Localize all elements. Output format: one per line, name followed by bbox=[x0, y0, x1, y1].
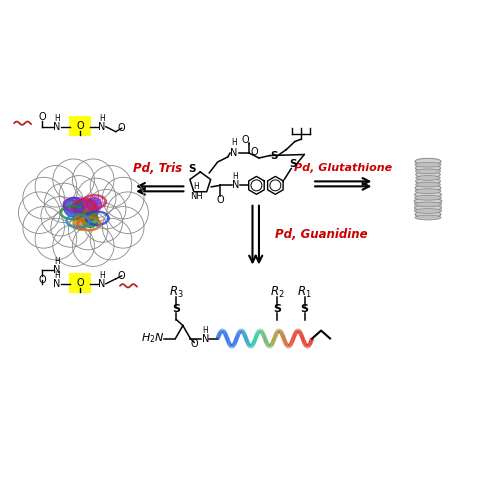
FancyBboxPatch shape bbox=[416, 168, 440, 172]
FancyBboxPatch shape bbox=[415, 214, 441, 218]
Ellipse shape bbox=[414, 208, 442, 214]
Text: NH: NH bbox=[190, 192, 202, 201]
Text: N: N bbox=[54, 265, 61, 275]
Text: H: H bbox=[99, 271, 104, 280]
Ellipse shape bbox=[415, 215, 441, 220]
Text: H: H bbox=[54, 271, 60, 280]
Text: O: O bbox=[38, 275, 46, 285]
Text: N: N bbox=[98, 279, 106, 289]
FancyBboxPatch shape bbox=[415, 162, 441, 164]
Ellipse shape bbox=[415, 162, 441, 167]
Text: $R_2$: $R_2$ bbox=[270, 284, 284, 300]
Text: O: O bbox=[76, 121, 84, 131]
Ellipse shape bbox=[416, 182, 440, 187]
FancyBboxPatch shape bbox=[69, 274, 91, 293]
Ellipse shape bbox=[416, 169, 440, 173]
Text: O: O bbox=[216, 196, 224, 205]
Text: O: O bbox=[190, 340, 198, 349]
Ellipse shape bbox=[415, 158, 441, 164]
Text: H: H bbox=[54, 114, 60, 122]
Ellipse shape bbox=[414, 198, 442, 204]
Ellipse shape bbox=[414, 192, 442, 198]
Ellipse shape bbox=[416, 176, 440, 180]
Text: $R_3$: $R_3$ bbox=[169, 284, 184, 300]
FancyBboxPatch shape bbox=[414, 194, 442, 198]
Ellipse shape bbox=[415, 189, 441, 194]
FancyBboxPatch shape bbox=[414, 208, 442, 211]
Text: $R_1$: $R_1$ bbox=[298, 284, 312, 300]
Ellipse shape bbox=[416, 178, 440, 184]
Text: S: S bbox=[172, 304, 180, 314]
FancyBboxPatch shape bbox=[416, 181, 440, 184]
FancyBboxPatch shape bbox=[415, 188, 441, 191]
Text: S: S bbox=[289, 160, 296, 170]
Circle shape bbox=[74, 198, 98, 222]
Text: H: H bbox=[232, 172, 238, 182]
Text: O: O bbox=[250, 147, 258, 157]
Ellipse shape bbox=[415, 185, 441, 191]
Text: S: S bbox=[188, 164, 196, 174]
FancyBboxPatch shape bbox=[69, 116, 91, 136]
Circle shape bbox=[73, 215, 88, 230]
Text: O: O bbox=[241, 134, 249, 144]
Ellipse shape bbox=[414, 202, 442, 206]
FancyBboxPatch shape bbox=[416, 174, 440, 178]
Ellipse shape bbox=[416, 165, 440, 171]
Text: H: H bbox=[231, 138, 237, 147]
Circle shape bbox=[64, 198, 84, 217]
Text: N: N bbox=[232, 180, 239, 190]
Text: O: O bbox=[118, 271, 126, 281]
Text: O: O bbox=[38, 112, 46, 122]
Ellipse shape bbox=[414, 204, 442, 211]
Ellipse shape bbox=[416, 172, 440, 177]
Text: H: H bbox=[54, 257, 60, 266]
Text: O: O bbox=[76, 278, 84, 288]
Text: S: S bbox=[300, 304, 308, 314]
Text: N: N bbox=[98, 122, 106, 132]
Circle shape bbox=[82, 211, 98, 228]
Ellipse shape bbox=[414, 196, 442, 200]
Text: $H_2N$: $H_2N$ bbox=[141, 332, 165, 345]
Text: N: N bbox=[202, 334, 209, 344]
Text: H: H bbox=[194, 182, 199, 192]
Text: S: S bbox=[274, 304, 281, 314]
Text: N: N bbox=[230, 148, 238, 158]
Text: N: N bbox=[54, 122, 61, 132]
Ellipse shape bbox=[415, 211, 441, 218]
Text: S: S bbox=[270, 150, 278, 160]
Circle shape bbox=[88, 198, 102, 211]
Text: H: H bbox=[202, 326, 208, 334]
Text: Pd, Guanidine: Pd, Guanidine bbox=[275, 228, 368, 240]
Text: Pd, Glutathione: Pd, Glutathione bbox=[294, 163, 392, 173]
FancyBboxPatch shape bbox=[414, 201, 442, 204]
Text: N: N bbox=[54, 279, 61, 289]
Text: O: O bbox=[118, 123, 126, 133]
Text: H: H bbox=[99, 114, 104, 122]
Text: Pd, Tris: Pd, Tris bbox=[134, 162, 182, 175]
